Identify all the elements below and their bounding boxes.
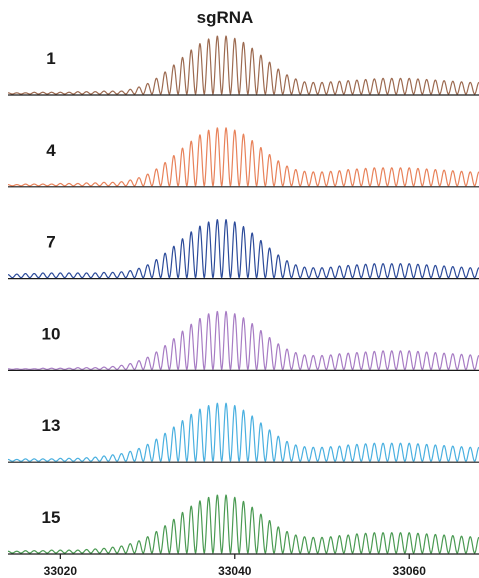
spectrum-panel-15: 15 (7, 494, 479, 555)
spectrum-trace-1 (7, 35, 479, 95)
spectrum-panel-10: 10 (7, 310, 479, 371)
panel-label-13: 13 (42, 416, 61, 435)
spectrum-trace-10 (7, 310, 479, 370)
spectrum-panels: 1 4 7 10 13 15 (7, 35, 479, 555)
spectrum-trace-15 (7, 494, 479, 554)
x-axis: 33020 33040 33060 (44, 554, 427, 578)
panel-label-10: 10 (42, 324, 61, 343)
panel-label-4: 4 (46, 141, 56, 160)
panel-label-1: 1 (46, 49, 55, 68)
panel-label-7: 7 (46, 233, 55, 252)
spectrum-trace-4 (7, 127, 479, 187)
x-tick-label-33020: 33020 (44, 564, 78, 578)
spectrum-trace-13 (7, 402, 479, 462)
spectrum-panel-1: 1 (7, 35, 479, 96)
x-tick-label-33040: 33040 (218, 564, 252, 578)
spectrum-panel-4: 4 (7, 127, 479, 188)
panel-label-15: 15 (42, 508, 61, 527)
x-tick-label-33060: 33060 (393, 564, 427, 578)
spectrum-panel-13: 13 (7, 402, 479, 463)
chart-title: sgRNA (197, 8, 254, 27)
spectrum-panel-7: 7 (7, 219, 479, 280)
spectrum-trace-7 (7, 219, 479, 279)
